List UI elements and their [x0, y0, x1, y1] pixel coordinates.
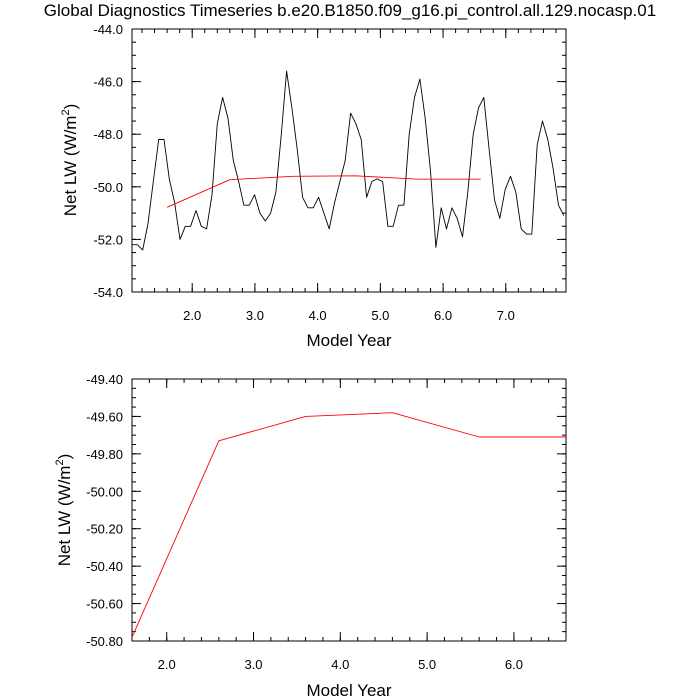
- x-tick-label: 6.0: [505, 657, 523, 672]
- y-axis-label: Net LW (W/m2): [60, 104, 80, 217]
- page-title: Global Diagnostics Timeseries b.e20.B185…: [43, 1, 657, 20]
- x-tick-label: 2.0: [183, 308, 201, 323]
- y-tick-label: -50.00: [86, 484, 123, 499]
- y-tick-label: -46.0: [93, 75, 123, 90]
- y-axis-label: Net LW (W/m2): [54, 454, 74, 567]
- x-tick-label: 3.0: [244, 657, 262, 672]
- x-tick-label: 5.0: [371, 308, 389, 323]
- y-tick-label: -52.0: [93, 232, 123, 247]
- y-tick-label: -49.80: [86, 447, 123, 462]
- plot-frame: [131, 28, 567, 293]
- chart-panel-2: 2.0 3.0 4.0 5.0 6.0 -50.80 -50.60 -50.40 -50.20 -…: [54, 372, 567, 700]
- y-tick-label: -50.0: [93, 180, 123, 195]
- annual-mean-line: [131, 412, 566, 638]
- x-axis-label: Model Year: [306, 331, 391, 350]
- x-tick-label: 7.0: [497, 308, 515, 323]
- y-tick-label: -50.20: [86, 522, 123, 537]
- plot-frame: [131, 378, 567, 642]
- y-tick-label: -50.80: [86, 634, 123, 649]
- y-tick-label: -49.40: [86, 372, 123, 387]
- y-tick-label: -54.0: [93, 285, 123, 300]
- x-tick-label: 2.0: [158, 657, 176, 672]
- x-axis-label: Model Year: [306, 681, 391, 700]
- y-tick-label: -44.0: [93, 22, 123, 37]
- x-tick-label: 4.0: [309, 308, 327, 323]
- monthly-series-line: [132, 70, 565, 251]
- y-tick-label: -50.40: [86, 559, 123, 574]
- annual-mean-line: [166, 175, 481, 208]
- y-tick-label: -50.60: [86, 597, 123, 612]
- chart-panel-1: 2.0 3.0 4.0 5.0 6.0 7.0 -54.0 -52.0 -50.0 -48.0 -4…: [60, 22, 567, 350]
- x-tick-label: 3.0: [246, 308, 264, 323]
- x-tick-label: 4.0: [331, 657, 349, 672]
- y-tick-label: -48.0: [93, 127, 123, 142]
- y-tick-label: -49.60: [86, 409, 123, 424]
- x-tick-label: 6.0: [434, 308, 452, 323]
- x-tick-label: 5.0: [418, 657, 436, 672]
